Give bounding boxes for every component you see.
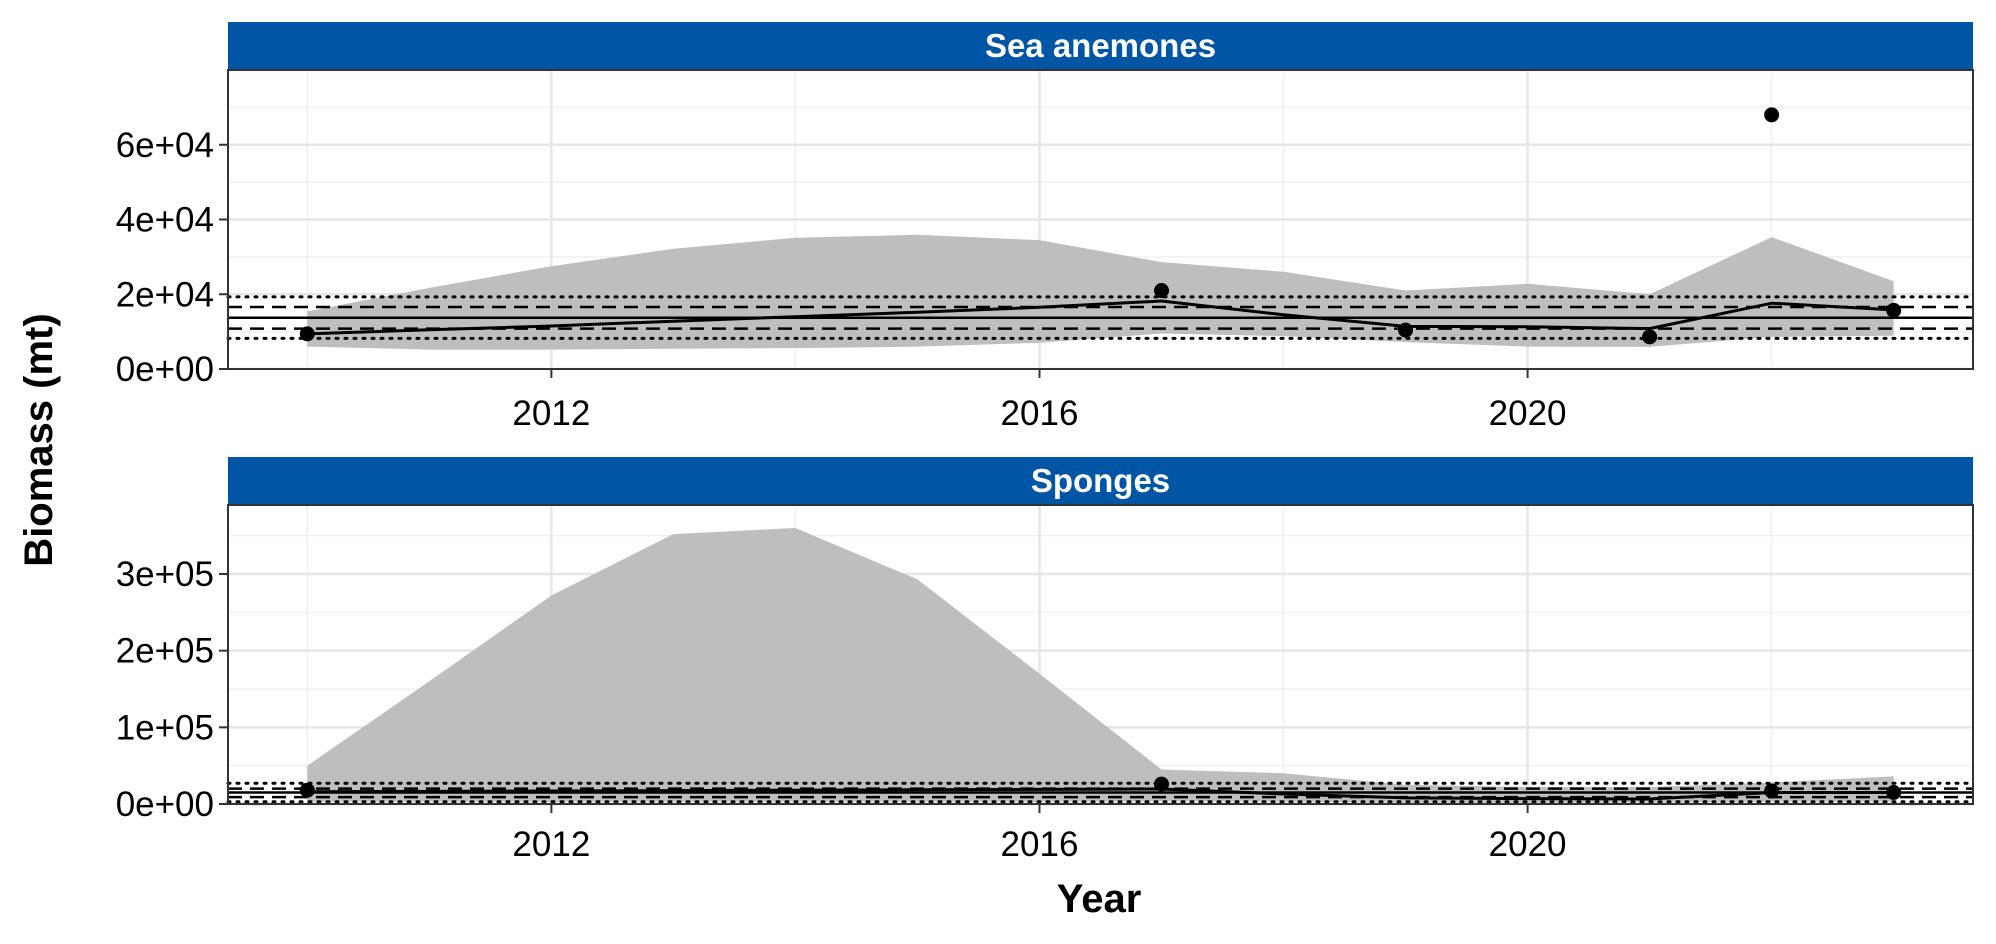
panel-2: Sponges 0e+00 1e+05 2e+05 3e+05 2012 2016 2020 [116,457,1975,864]
fitted-trend-line [307,787,1894,801]
x-tick-label: 2016 [1001,825,1079,864]
y-tick-label: 2e+05 [116,632,214,671]
y-tick-label: 1e+05 [116,708,214,747]
observed-point [1642,329,1658,345]
observed-point [1154,283,1170,299]
observed-point [299,326,315,342]
x-tick-label: 2020 [1489,825,1567,864]
facet-strip [228,22,1973,70]
observed-point [1398,322,1414,338]
facet-title: Sponges [1031,462,1170,499]
y-tick-label: 6e+04 [116,126,214,165]
x-tick-label: 2012 [512,825,590,864]
panel-1: Sea anemones 0e+00 2e+04 4e+04 6e+04 2012 2016… [116,22,1975,433]
x-tick-label: 2020 [1489,394,1567,433]
observed-point [1764,783,1780,799]
y-tick-label: 0e+00 [116,350,214,389]
x-tick-label: 2016 [1001,394,1079,433]
y-axis-title: Biomass (mt) [17,313,61,566]
y-tick-label: 3e+05 [116,555,214,594]
observed-point [1886,302,1902,318]
x-axis-title: Year [1057,877,1142,921]
y-tick-label: 4e+04 [116,201,214,240]
observed-point [1886,785,1902,800]
facet-strip [228,457,1973,505]
x-tick-label: 2012 [512,394,590,433]
observed-point [1764,107,1780,123]
y-tick-label: 0e+00 [116,785,214,824]
y-tick-label: 2e+04 [116,275,214,314]
fitted-trend-line [307,299,1894,336]
observed-point [1154,776,1170,792]
facet-title: Sea anemones [985,27,1216,64]
confidence-ribbon [307,528,1894,803]
panel-border [227,504,1974,805]
observed-point [299,782,315,798]
